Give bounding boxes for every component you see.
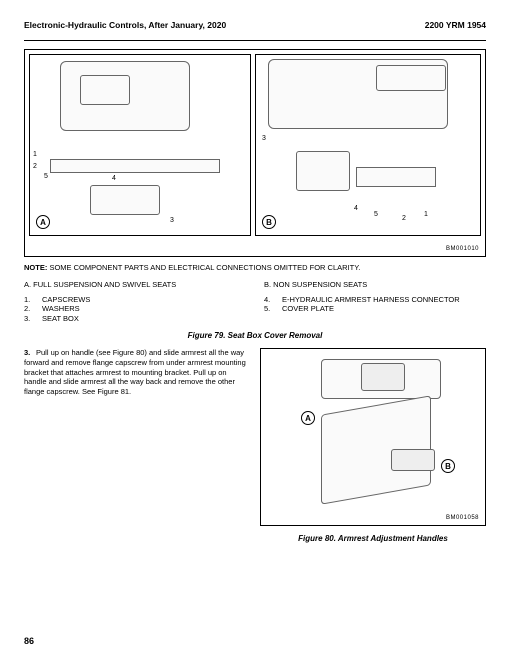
callout-a-3: 3 bbox=[170, 217, 174, 224]
step-3-number: 3. bbox=[24, 348, 36, 358]
legend-text: E-HYDRAULIC ARMREST HARNESS CONNECTOR bbox=[282, 295, 460, 304]
callout-b-4: 4 bbox=[354, 205, 358, 212]
legend-num: 5. bbox=[264, 304, 276, 313]
header-left: Electronic-Hydraulic Controls, After Jan… bbox=[24, 20, 226, 30]
figure-79-caption: Figure 79. Seat Box Cover Removal bbox=[24, 331, 486, 340]
callout-a-1: 1 bbox=[33, 151, 37, 158]
legend-block: A. FULL SUSPENSION AND SWIVEL SEATS 1. CA… bbox=[24, 280, 486, 323]
note-text: SOME COMPONENT PARTS AND ELECTRICAL CONN… bbox=[49, 263, 360, 272]
fig80-label-b: B bbox=[441, 459, 455, 473]
figure-79-frame: 1 2 5 4 3 A 3 4 5 2 1 B BM001010 bbox=[24, 49, 486, 257]
legend-num: 3. bbox=[24, 314, 36, 323]
callout-b-5: 5 bbox=[374, 211, 378, 218]
callout-a-2: 2 bbox=[33, 163, 37, 170]
callout-a-5: 5 bbox=[44, 173, 48, 180]
legend-text: WASHERS bbox=[42, 304, 80, 313]
note-prefix: NOTE: bbox=[24, 263, 47, 272]
step-3-body: Pull up on handle (see Figure 80) and sl… bbox=[24, 348, 246, 396]
note-line: NOTE: SOME COMPONENT PARTS AND ELECTRICA… bbox=[24, 263, 486, 272]
page-number: 86 bbox=[24, 636, 34, 646]
step-3-text: 3.Pull up on handle (see Figure 80) and … bbox=[24, 348, 246, 551]
legend-right-list: 4.E-HYDRAULIC ARMREST HARNESS CONNECTOR … bbox=[264, 295, 486, 314]
legend-a-label: A. FULL SUSPENSION AND SWIVEL SEATS bbox=[24, 280, 246, 289]
panel-a-label: A bbox=[36, 215, 50, 229]
header-rule bbox=[24, 40, 486, 41]
legend-b-label: B. NON SUSPENSION SEATS bbox=[264, 280, 486, 289]
figure-80-frame: A B BM001058 bbox=[260, 348, 486, 526]
figure-80-caption: Figure 80. Armrest Adjustment Handles bbox=[260, 534, 486, 543]
callout-a-4: 4 bbox=[112, 175, 116, 182]
legend-text: CAPSCREWS bbox=[42, 295, 90, 304]
legend-text: COVER PLATE bbox=[282, 304, 334, 313]
callout-b-3: 3 bbox=[262, 135, 266, 142]
panel-b-label: B bbox=[262, 215, 276, 229]
legend-num: 1. bbox=[24, 295, 36, 304]
header-right: 2200 YRM 1954 bbox=[425, 20, 486, 30]
page-header: Electronic-Hydraulic Controls, After Jan… bbox=[24, 20, 486, 30]
figure-79-panel-a: 1 2 5 4 3 A bbox=[29, 54, 251, 236]
figure-79-panel-b: 3 4 5 2 1 B bbox=[255, 54, 481, 236]
step-3-row: 3.Pull up on handle (see Figure 80) and … bbox=[24, 348, 486, 551]
legend-text: SEAT BOX bbox=[42, 314, 79, 323]
fig80-label-a: A bbox=[301, 411, 315, 425]
figure-80-id: BM001058 bbox=[446, 515, 479, 521]
figure-79-id: BM001010 bbox=[446, 246, 479, 252]
callout-b-2: 2 bbox=[402, 215, 406, 222]
legend-num: 4. bbox=[264, 295, 276, 304]
legend-num: 2. bbox=[24, 304, 36, 313]
legend-left-list: 1. CAPSCREWS 2. WASHERS 3. SEAT BOX bbox=[24, 295, 246, 323]
callout-b-1: 1 bbox=[424, 211, 428, 218]
